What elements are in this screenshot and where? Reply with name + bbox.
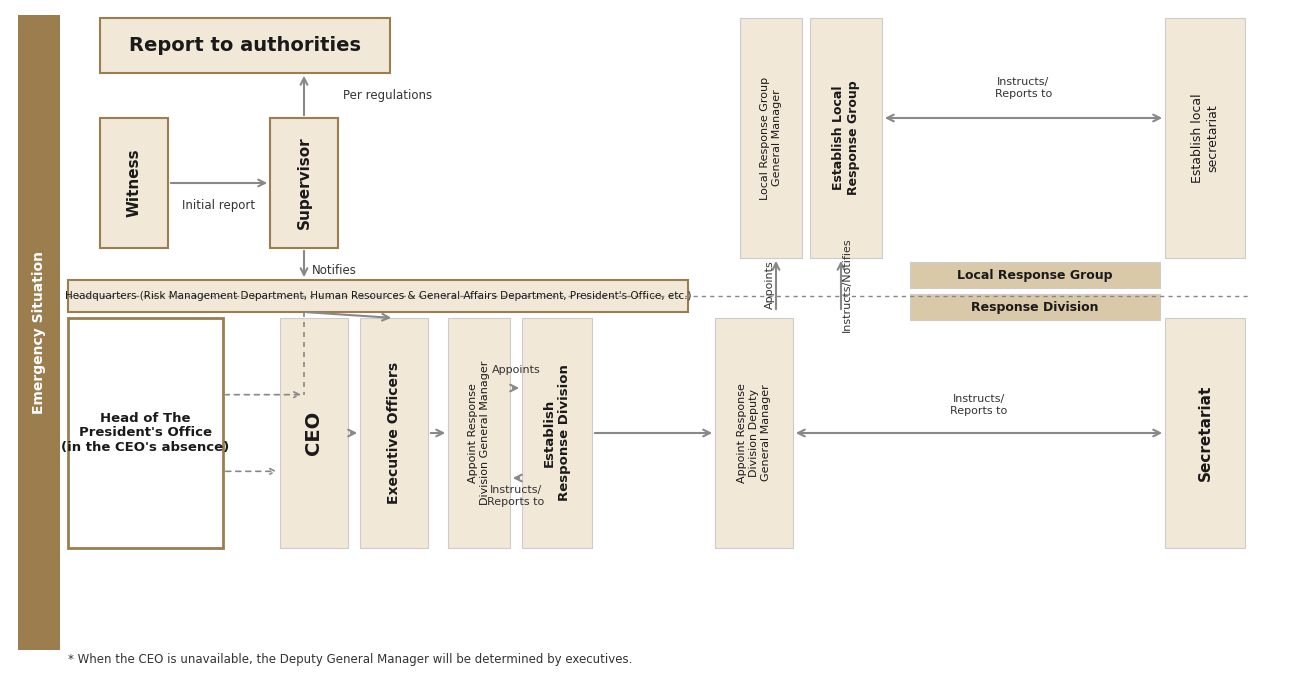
- Text: Instructs/
Reports to: Instructs/ Reports to: [950, 394, 1008, 416]
- Text: Initial report: Initial report: [182, 198, 256, 211]
- Text: Supervisor: Supervisor: [296, 136, 312, 229]
- Text: Appoints: Appoints: [491, 365, 541, 375]
- Text: Emergency Situation: Emergency Situation: [32, 251, 46, 414]
- Bar: [18, 15, 60, 650]
- Bar: [740, 18, 802, 258]
- Text: Secretariat: Secretariat: [1197, 385, 1213, 481]
- Text: Local Response Group: Local Response Group: [957, 269, 1113, 282]
- Bar: [810, 18, 881, 258]
- Text: Establish Local
Response Group: Establish Local Response Group: [832, 80, 861, 195]
- Bar: [280, 318, 348, 548]
- Bar: [360, 318, 428, 548]
- Text: Witness: Witness: [126, 149, 142, 218]
- Bar: [68, 280, 688, 312]
- Bar: [448, 318, 510, 548]
- Bar: [1165, 18, 1245, 258]
- Bar: [270, 118, 338, 248]
- Text: Instructs/Notifies: Instructs/Notifies: [842, 238, 852, 332]
- Text: Appoint Response
Division Deputy
General Manager: Appoint Response Division Deputy General…: [737, 383, 771, 483]
- Text: Headquarters (Risk Management Department, Human Resources & General Affairs Depa: Headquarters (Risk Management Department…: [65, 291, 692, 301]
- Text: Notifies: Notifies: [312, 263, 358, 276]
- Bar: [910, 294, 1160, 320]
- Bar: [100, 18, 390, 73]
- Text: Appoints: Appoints: [764, 261, 775, 310]
- Bar: [910, 262, 1160, 288]
- Text: Instructs/
Reports to: Instructs/ Reports to: [488, 485, 545, 507]
- Text: Local Response Group
General Manager: Local Response Group General Manager: [760, 76, 781, 200]
- Text: Executive Officers: Executive Officers: [387, 362, 400, 504]
- Text: Instructs/
Reports to: Instructs/ Reports to: [994, 77, 1052, 99]
- Bar: [523, 318, 592, 548]
- Bar: [1165, 318, 1245, 548]
- Bar: [715, 318, 793, 548]
- Text: Appoint Response
Division General Manager: Appoint Response Division General Manage…: [468, 361, 490, 505]
- Bar: [100, 118, 168, 248]
- Text: Establish
Response Division: Establish Response Division: [543, 365, 571, 501]
- Bar: [68, 318, 224, 548]
- Text: Head of The
President's Office
(in the CEO's absence): Head of The President's Office (in the C…: [61, 411, 230, 454]
- Text: Response Division: Response Division: [971, 301, 1098, 314]
- Text: CEO: CEO: [304, 411, 324, 455]
- Text: Per regulations: Per regulations: [343, 89, 432, 102]
- Text: Report to authorities: Report to authorities: [129, 36, 361, 55]
- Text: Establish local
secretariat: Establish local secretariat: [1191, 93, 1219, 183]
- Text: * When the CEO is unavailable, the Deputy General Manager will be determined by : * When the CEO is unavailable, the Deput…: [68, 653, 632, 666]
